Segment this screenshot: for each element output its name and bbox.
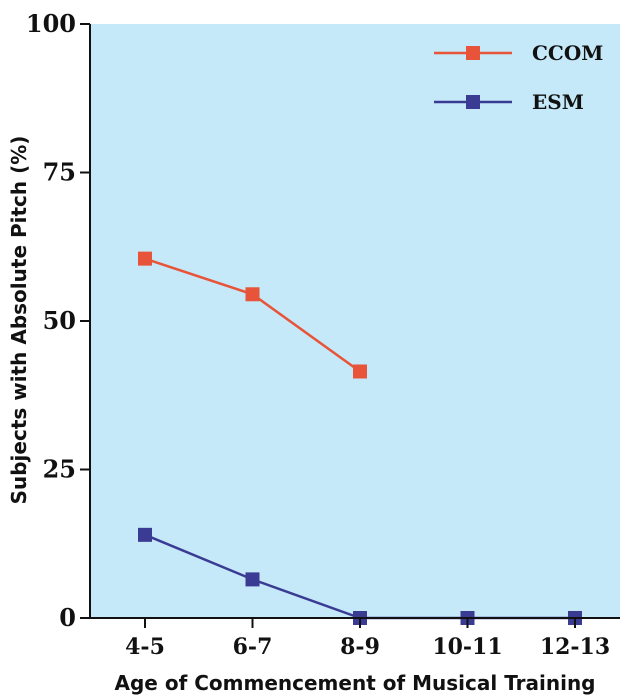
legend: CCOM ESM	[434, 41, 603, 114]
y-axis-title: Subjects with Absolute Pitch (%)	[7, 136, 31, 505]
legend-label-esm: ESM	[532, 90, 584, 114]
y-tick-label: 75	[43, 158, 76, 187]
data-point-esm	[245, 572, 260, 587]
data-point-ccom	[353, 364, 367, 379]
x-axis-title: Age of Commencement of Musical Training	[115, 671, 596, 695]
legend-marker-esm	[466, 95, 480, 109]
plot-area	[90, 24, 620, 618]
legend-item-ccom: CCOM	[434, 41, 603, 65]
x-tick-label: 8-9	[340, 634, 380, 660]
data-point-ccom	[138, 251, 152, 266]
y-axis-ticks: 0 25 50 75 100	[26, 9, 90, 632]
y-tick-label: 100	[26, 9, 76, 38]
y-tick-label: 25	[43, 455, 76, 484]
y-tick-label: 0	[59, 603, 76, 632]
x-tick-label: 4-5	[125, 634, 165, 660]
legend-label-ccom: CCOM	[532, 41, 603, 65]
legend-item-esm: ESM	[434, 90, 584, 114]
x-tick-label: 6-7	[233, 634, 273, 660]
x-axis-ticks: 4-5 6-7 8-9 10-11 12-13	[125, 618, 610, 660]
x-tick-label: 10-11	[432, 634, 502, 660]
legend-marker-ccom	[466, 46, 480, 60]
x-tick-label: 12-13	[540, 634, 610, 660]
y-tick-label: 50	[43, 306, 76, 335]
data-point-esm	[138, 527, 152, 542]
data-point-ccom	[245, 287, 260, 302]
